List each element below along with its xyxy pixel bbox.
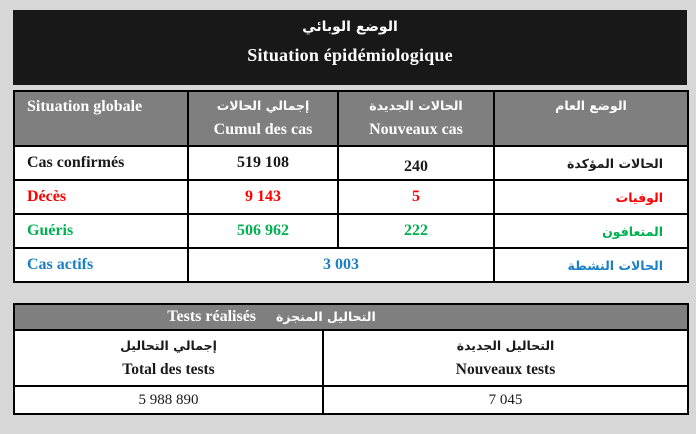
- tests-table: Tests réalisés التحاليل المنجزة إجمالي ا…: [12, 303, 690, 415]
- header-cumul-des-cas: إجمالي الحالات Cumul des cas: [187, 90, 339, 147]
- header-cumul-arabic: إجمالي الحالات: [216, 98, 310, 113]
- report-title-french: Situation épidémiologique: [247, 45, 453, 65]
- header-nouveaux-cas: الحالات الجديدة Nouveaux cas: [337, 90, 495, 147]
- cas-confirmes-cumul: 519 108: [187, 145, 339, 181]
- tests-table-header-row: Tests réalisés التحاليل المنجزة: [12, 303, 690, 331]
- row-gueris: Guéris 506 962 222 المتعافون: [13, 213, 689, 249]
- nouveaux-tests-value: 7 045: [321, 385, 690, 415]
- situation-table-header-row: Situation globale إجمالي الحالات Cumul d…: [13, 90, 689, 147]
- header-nouveaux-french: Nouveaux cas: [369, 121, 463, 138]
- cas-confirmes-label-arabic: الحالات المؤكدة: [493, 145, 689, 181]
- tests-realises-header: Tests réalisés التحاليل المنجزة: [12, 303, 690, 331]
- cas-confirmes-nouveaux: 240: [337, 145, 495, 181]
- gueris-label-arabic: المتعافون: [493, 213, 689, 249]
- report-title-arabic: الوضع الوبائي: [302, 19, 398, 35]
- gueris-nouveaux: 222: [337, 213, 495, 249]
- nouveaux-tests-french: Nouveaux tests: [455, 360, 556, 378]
- row-cas-confirmes: Cas confirmés 519 108 240 الحالات المؤكد…: [13, 145, 689, 181]
- row-deces: Décès 9 143 5 الوفيات: [13, 179, 689, 215]
- deces-label-arabic: الوفيات: [493, 179, 689, 215]
- header-situation-globale: Situation globale: [13, 90, 189, 147]
- total-tests-french: Total des tests: [122, 360, 215, 378]
- row-cas-actifs: Cas actifs 3 003 الحالات النشطة: [13, 247, 689, 283]
- cas-actifs-label: Cas actifs: [13, 247, 189, 283]
- header-etat-general: الوضع العام: [493, 90, 689, 147]
- situation-table: Situation globale إجمالي الحالات Cumul d…: [13, 90, 689, 283]
- header-situation-globale-label: Situation globale: [27, 98, 143, 115]
- cas-actifs-label-arabic: الحالات النشطة: [493, 247, 689, 283]
- deces-cumul: 9 143: [187, 179, 339, 215]
- deces-nouveaux: 5: [337, 179, 495, 215]
- nouveaux-tests-header: التحاليل الجديدة Nouveaux tests: [321, 329, 690, 387]
- header-cumul-french: Cumul des cas: [213, 121, 313, 138]
- tests-realises-french: Tests réalisés: [167, 308, 257, 325]
- tests-realises-arabic: التحاليل المنجزة: [276, 309, 376, 324]
- gueris-cumul: 506 962: [187, 213, 339, 249]
- header-etat-general-arabic: الوضع العام: [555, 98, 627, 113]
- report-banner: الوضع الوبائي Situation épidémiologique: [13, 10, 687, 85]
- header-nouveaux-arabic: الحالات الجديدة: [369, 98, 463, 113]
- gueris-label: Guéris: [13, 213, 189, 249]
- total-tests-arabic: إجمالي التحاليل: [120, 337, 217, 353]
- nouveaux-tests-arabic: التحاليل الجديدة: [456, 337, 555, 353]
- total-tests-header: إجمالي التحاليل Total des tests: [13, 329, 324, 387]
- deces-label: Décès: [13, 179, 189, 215]
- tests-table-label-row: إجمالي التحاليل Total des tests التحاليل…: [13, 329, 690, 387]
- tests-table-value-row: 5 988 890 7 045: [13, 385, 690, 415]
- cas-confirmes-label: Cas confirmés: [13, 145, 189, 181]
- total-tests-value: 5 988 890: [13, 385, 324, 415]
- cas-actifs-total: 3 003: [187, 247, 495, 283]
